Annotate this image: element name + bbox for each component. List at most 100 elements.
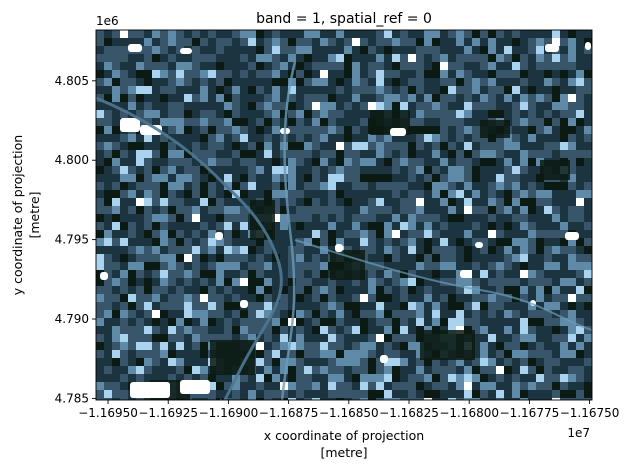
raster-pixel	[512, 246, 520, 254]
raster-pixel	[296, 246, 304, 254]
raster-pixel	[184, 350, 192, 358]
raster-pixel	[360, 302, 368, 310]
raster-pixel	[440, 134, 448, 142]
raster-pixel	[136, 278, 144, 286]
raster-pixel	[232, 278, 240, 286]
raster-pixel	[520, 206, 528, 214]
raster-pixel	[544, 118, 552, 126]
raster-pixel	[392, 46, 400, 54]
raster-pixel	[552, 326, 560, 334]
raster-pixel	[304, 278, 312, 286]
raster-pixel	[312, 126, 320, 134]
raster-pixel	[344, 238, 352, 246]
raster-pixel	[504, 102, 512, 110]
raster-pixel	[280, 190, 288, 198]
raster-pixel	[168, 286, 176, 294]
raster-pixel	[104, 134, 112, 142]
raster-pixel	[120, 230, 128, 238]
raster-pixel	[128, 246, 136, 254]
raster-pixel	[272, 30, 280, 38]
raster-pixel	[536, 150, 544, 158]
raster-pixel	[232, 182, 240, 190]
raster-pixel	[136, 86, 144, 94]
raster-pixel	[400, 294, 408, 302]
raster-pixel	[136, 206, 144, 214]
raster-pixel	[576, 182, 584, 190]
raster-pixel	[464, 126, 472, 134]
raster-pixel	[384, 334, 392, 342]
raster-pixel	[312, 30, 320, 38]
raster-pixel	[256, 46, 264, 54]
raster-pixel	[552, 350, 560, 358]
raster-pixel	[400, 214, 408, 222]
raster-pixel	[272, 94, 280, 102]
raster-pixel	[216, 390, 224, 398]
raster-pixel	[504, 294, 512, 302]
raster-pixel	[456, 366, 464, 374]
raster-pixel	[240, 318, 248, 326]
raster-pixel	[216, 78, 224, 86]
raster-pixel	[264, 366, 272, 374]
raster-pixel	[232, 134, 240, 142]
raster-pixel	[152, 158, 160, 166]
raster-pixel	[448, 302, 456, 310]
raster-pixel	[296, 190, 304, 198]
raster-pixel	[576, 302, 584, 310]
raster-pixel	[248, 118, 256, 126]
raster-pixel	[152, 238, 160, 246]
raster-pixel	[304, 254, 312, 262]
raster-pixel	[392, 62, 400, 70]
raster-pixel	[192, 166, 200, 174]
raster-pixel	[560, 286, 568, 294]
raster-pixel	[480, 54, 488, 62]
raster-pixel	[232, 30, 240, 38]
raster-pixel	[328, 46, 336, 54]
raster-pixel	[176, 334, 184, 342]
raster-pixel	[480, 174, 488, 182]
raster-pixel	[480, 318, 488, 326]
raster-pixel	[560, 230, 568, 238]
raster-pixel	[240, 286, 248, 294]
raster-pixel	[464, 230, 472, 238]
raster-pixel	[224, 62, 232, 70]
raster-pixel	[528, 358, 536, 366]
raster-pixel	[536, 382, 544, 390]
raster-pixel	[568, 54, 576, 62]
raster-pixel	[584, 238, 592, 246]
raster-pixel	[576, 118, 584, 126]
raster-pixel	[224, 118, 232, 126]
raster-pixel	[304, 46, 312, 54]
raster-pixel	[376, 230, 384, 238]
raster-pixel	[104, 86, 112, 94]
raster-pixel	[184, 366, 192, 374]
raster-pixel	[344, 150, 352, 158]
raster-pixel	[144, 310, 152, 318]
raster-pixel	[384, 150, 392, 158]
raster-pixel	[224, 46, 232, 54]
raster-pixel	[408, 94, 416, 102]
raster-pixel	[344, 70, 352, 78]
raster-pixel	[432, 174, 440, 182]
raster-pixel	[360, 230, 368, 238]
raster-pixel	[480, 238, 488, 246]
raster-pixel	[200, 62, 208, 70]
raster-pixel	[560, 302, 568, 310]
raster-pixel	[320, 310, 328, 318]
raster-pixel	[128, 94, 136, 102]
raster-pixel	[424, 94, 432, 102]
raster-pixel	[368, 358, 376, 366]
raster-pixel	[464, 110, 472, 118]
raster-pixel	[200, 326, 208, 334]
raster-pixel	[248, 94, 256, 102]
raster-pixel	[288, 190, 296, 198]
raster-pixel	[200, 358, 208, 366]
raster-pixel	[464, 118, 472, 126]
raster-pixel	[208, 302, 216, 310]
raster-pixel	[232, 54, 240, 62]
raster-pixel	[496, 262, 504, 270]
raster-pixel	[256, 342, 264, 350]
raster-pixel	[160, 206, 168, 214]
raster-pixel	[304, 94, 312, 102]
raster-pixel	[176, 190, 184, 198]
raster-pixel	[112, 190, 120, 198]
